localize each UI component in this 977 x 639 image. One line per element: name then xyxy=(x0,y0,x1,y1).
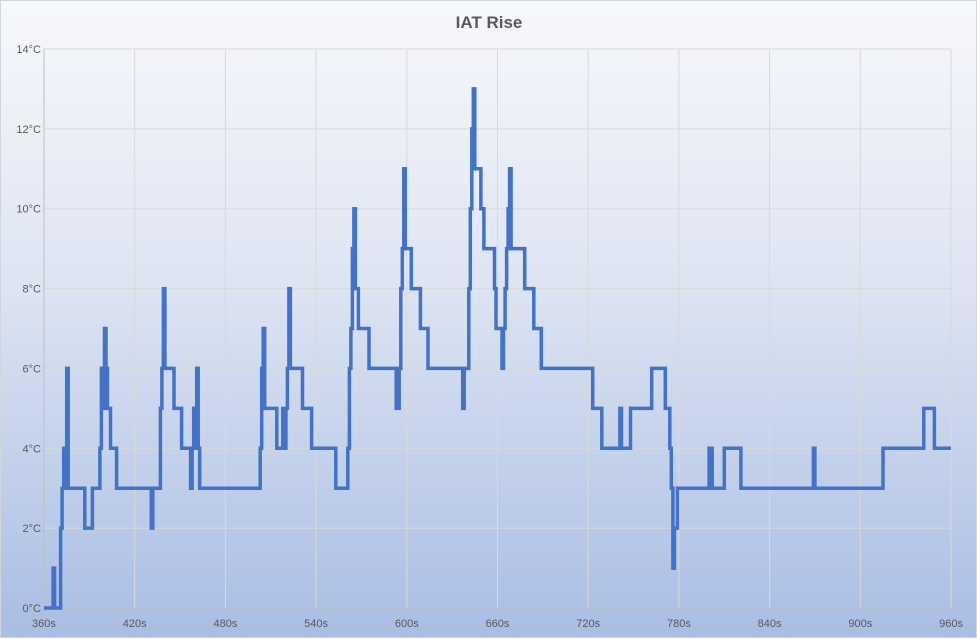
y-tick-label: 4°C xyxy=(23,443,42,455)
x-tick-label: 540s xyxy=(304,618,328,630)
y-tick-label: 12°C xyxy=(16,124,41,136)
y-tick-label: 2°C xyxy=(23,523,42,535)
tick-labels: 0°C 2°C 4°C 6°C 8°C 10°C 12°C 14°C 360s 420s 480s 5… xyxy=(16,44,963,630)
x-tick-label: 600s xyxy=(395,618,419,630)
x-tick-label: 960s xyxy=(939,618,963,630)
series-layer xyxy=(44,87,951,610)
x-tick-label: 900s xyxy=(848,618,872,630)
chart-title: IAT Rise xyxy=(456,13,523,32)
x-tick-label: 360s xyxy=(32,618,56,630)
x-tick-label: 420s xyxy=(123,618,147,630)
x-tick-label: 660s xyxy=(486,618,510,630)
x-tick-label: 720s xyxy=(576,618,600,630)
x-tick-label: 480s xyxy=(213,618,237,630)
axes xyxy=(43,49,951,609)
y-tick-label: 8°C xyxy=(23,284,42,296)
y-tick-label: 10°C xyxy=(16,204,41,216)
y-tick-label: 6°C xyxy=(23,363,42,375)
series-line xyxy=(44,87,951,610)
x-tick-label: 840s xyxy=(758,618,782,630)
y-tick-label: 14°C xyxy=(16,44,41,56)
y-tick-label: 0°C xyxy=(23,603,42,615)
x-tick-label: 780s xyxy=(667,618,691,630)
